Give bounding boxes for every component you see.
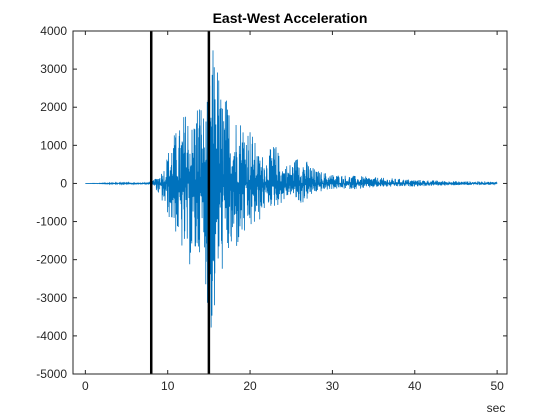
axes-box [72, 30, 508, 375]
chart-title: East-West Acceleration [213, 10, 368, 26]
x-tick-label-2: 20 [243, 379, 257, 393]
axis-ticks: 0 10 20 30 40 50 4000 3000 2000 1000 0 -1000 -2000 -3… [36, 24, 507, 393]
series-line-0 [85, 50, 498, 328]
y-tick-label-2: 2000 [40, 100, 67, 114]
x-tick-label-4: 40 [408, 379, 422, 393]
x-tick-label-0: 0 [82, 379, 89, 393]
y-tick-label-0: 4000 [40, 24, 67, 38]
y-tick-label-9: -5000 [36, 367, 67, 381]
y-tick-label-5: -1000 [36, 215, 67, 229]
x-tick-label-5: 50 [490, 379, 504, 393]
y-tick-label-7: -3000 [36, 291, 67, 305]
plot-content [85, 31, 498, 374]
y-tick-label-8: -4000 [36, 329, 67, 343]
x-tick-label-3: 30 [326, 379, 340, 393]
y-tick-label-3: 1000 [40, 138, 67, 152]
plot-area [73, 31, 507, 374]
x-tick-label-1: 10 [161, 379, 175, 393]
y-tick-label-6: -2000 [36, 253, 67, 267]
x-axis-label: sec [487, 401, 506, 415]
y-tick-label-4: 0 [60, 176, 67, 190]
y-tick-label-1: 3000 [40, 62, 67, 76]
